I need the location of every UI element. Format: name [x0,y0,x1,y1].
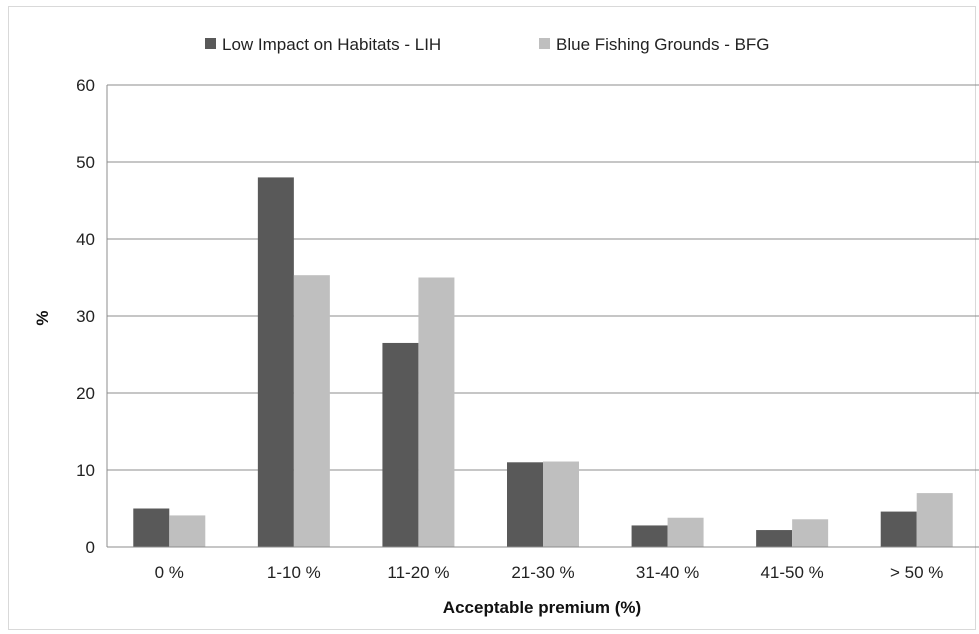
bar-lih [257,177,294,547]
legend-label-lih: Low Impact on Habitats - LIH [222,35,441,54]
bar-lih [880,511,917,547]
y-tick-label: 0 [86,538,95,557]
bar-lih [382,342,419,547]
bar-bfg [916,493,953,547]
legend-label-bfg: Blue Fishing Grounds - BFG [556,35,770,54]
y-tick-label: 60 [76,76,95,95]
x-tick-label: 21-30 % [511,563,574,582]
x-tick-labels: 0 % 1-10 % 11-20 % 21-30 % 31-40 % 41-50 % > 5… [155,563,944,582]
x-tick-label: > 50 % [890,563,943,582]
y-tick-labels: 0 10 20 30 40 50 60 [76,76,95,557]
x-tick-label: 11-20 % [387,563,449,582]
bar-lih [133,508,170,547]
gridlines [107,84,979,471]
y-tick-label: 50 [76,153,95,172]
bar-lih [507,462,543,547]
bar-bfg [293,275,330,547]
bar-lih [756,530,793,547]
x-tick-label: 1-10 % [267,563,321,582]
legend-swatch-lih [205,38,216,49]
y-tick-label: 10 [76,461,95,480]
axes [106,85,979,548]
y-axis-title: % [33,310,52,325]
y-tick-label: 20 [76,384,95,403]
y-tick-label: 40 [76,230,95,249]
x-tick-label: 41-50 % [760,563,823,582]
bar-bfg [418,277,455,547]
bar-lih [631,525,668,547]
x-tick-label: 0 % [155,563,184,582]
bars [133,177,953,547]
legend-swatch-bfg [539,38,550,49]
x-axis-title: Acceptable premium (%) [443,598,641,617]
x-tick-label: 31-40 % [636,563,699,582]
bar-bfg [792,519,829,547]
y-tick-label: 30 [76,307,95,326]
legend: Low Impact on Habitats - LIH Blue Fishin… [205,35,770,54]
bar-bfg [543,461,579,547]
bar-bfg [667,517,704,547]
bar-bfg [169,515,206,547]
